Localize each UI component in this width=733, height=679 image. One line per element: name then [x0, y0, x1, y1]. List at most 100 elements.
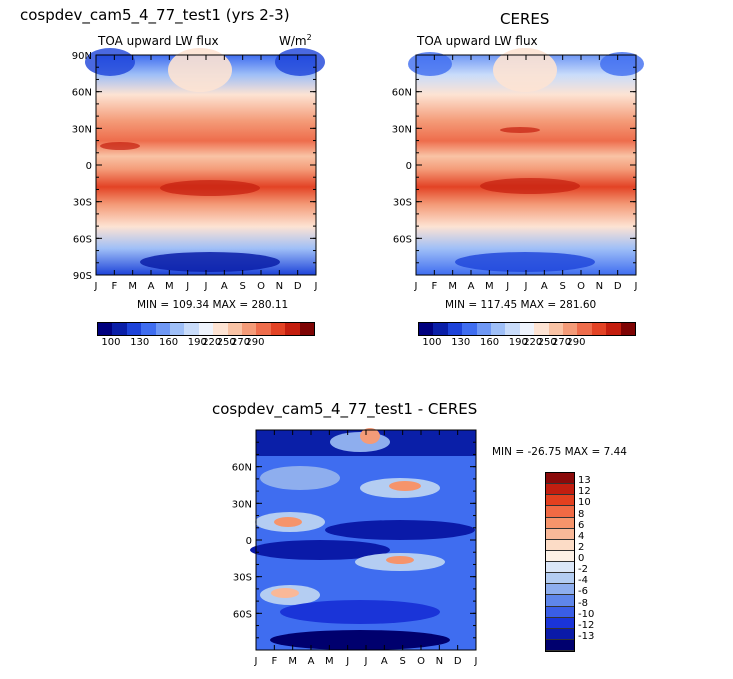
colorbar-swatch [242, 323, 257, 335]
colorbar-label: 270 [552, 337, 572, 348]
colorbar-swatch [476, 323, 492, 335]
colorbar-swatch [256, 323, 271, 335]
y-tick-label: 60N [392, 88, 412, 99]
panel2-subtitle: TOA upward LW flux [417, 34, 538, 48]
panel2-title: CERES [500, 10, 550, 28]
colorbar-swatch [546, 550, 574, 562]
y-tick-label: 60S [233, 609, 252, 620]
colorbar-label: 8 [578, 508, 585, 520]
colorbar-swatch [419, 323, 434, 335]
colorbar-swatch [546, 473, 574, 485]
x-tick-label: M [485, 281, 494, 292]
colorbar-swatch [170, 323, 185, 335]
x-tick-label: D [614, 281, 622, 292]
panel3-colorbar [545, 472, 575, 652]
x-tick-label: A [148, 281, 155, 292]
x-tick-label: J [634, 281, 638, 292]
colorbar-swatch [548, 323, 564, 335]
colorbar-swatch [534, 323, 549, 335]
colorbar-swatch [577, 323, 592, 335]
colorbar-label: 250 [537, 337, 557, 348]
colorbar-label: -4 [578, 575, 588, 587]
panel1-title: cospdev_cam5_4_77_test1 (yrs 2-3) [20, 6, 290, 24]
colorbar-swatch [546, 506, 574, 518]
x-tick-label: F [111, 281, 117, 292]
x-tick-label: J [254, 656, 258, 667]
colorbar-label: 160 [159, 337, 179, 348]
colorbar-swatch [546, 639, 574, 651]
x-tick-label: J [414, 281, 418, 292]
colorbar-swatch [546, 628, 574, 640]
panel2-colorbar [418, 322, 636, 336]
x-tick-label: N [596, 281, 603, 292]
y-tick-label: 60S [73, 234, 92, 245]
x-tick-label: J [364, 656, 368, 667]
colorbar-label: 220 [202, 337, 222, 348]
colorbar-swatch [126, 323, 142, 335]
colorbar-label: 100 [422, 337, 442, 348]
panel1-subtitle: TOA upward LW flux [98, 34, 219, 48]
y-tick-label: 30S [73, 198, 92, 209]
x-tick-label: J [505, 281, 509, 292]
panel2-colorbar-labels: 100 130 160 190 220 250 270 290 [418, 337, 634, 351]
x-tick-label: J [314, 281, 318, 292]
x-tick-label: M [128, 281, 137, 292]
x-tick-label: D [294, 281, 302, 292]
x-tick-label: M [288, 656, 297, 667]
colorbar-swatch [184, 323, 199, 335]
colorbar-swatch [112, 323, 127, 335]
colorbar-label: 290 [245, 337, 265, 348]
y-tick-label: 60N [232, 463, 252, 474]
x-tick-label: J [474, 656, 478, 667]
colorbar-swatch [606, 323, 621, 335]
colorbar-label: -6 [578, 586, 588, 598]
colorbar-swatch [546, 584, 574, 596]
colorbar-label: 4 [578, 530, 585, 542]
x-tick-label: O [577, 281, 585, 292]
y-tick-label: 30S [233, 573, 252, 584]
colorbar-swatch [155, 323, 171, 335]
colorbar-swatch [491, 323, 506, 335]
colorbar-swatch [213, 323, 228, 335]
y-tick-label: 0 [246, 536, 252, 547]
x-tick-label: M [165, 281, 174, 292]
colorbar-swatch [546, 573, 574, 585]
colorbar-label: 250 [216, 337, 236, 348]
colorbar-label: -10 [578, 608, 595, 620]
colorbar-swatch [227, 323, 243, 335]
colorbar-label: -8 [578, 597, 588, 609]
colorbar-swatch [546, 495, 574, 507]
colorbar-swatch [591, 323, 607, 335]
colorbar-label: -13 [578, 630, 595, 642]
colorbar-swatch [447, 323, 463, 335]
x-tick-label: D [454, 656, 462, 667]
colorbar-label: 10 [578, 497, 591, 509]
y-tick-label: 30S [393, 198, 412, 209]
x-tick-label: M [448, 281, 457, 292]
colorbar-label: 130 [451, 337, 471, 348]
colorbar-swatch [519, 323, 535, 335]
colorbar-label: 6 [578, 519, 585, 531]
panel3-colorbar-labels: 13 12 10 8 6 4 2 0 -2 -4 -6 -8 -10 -12 -13 [578, 472, 618, 650]
y-tick-label: 0 [406, 161, 412, 172]
panel3-stats: MIN = -26.75 MAX = 7.44 [492, 446, 627, 458]
colorbar-swatch [198, 323, 214, 335]
colorbar-swatch [546, 484, 574, 496]
x-tick-label: J [204, 281, 208, 292]
colorbar-label: 13 [578, 475, 591, 487]
x-tick-label: A [541, 281, 548, 292]
colorbar-label: 190 [508, 337, 528, 348]
colorbar-label: 130 [130, 337, 150, 348]
x-tick-label: F [271, 656, 277, 667]
y-tick-label: 90N [72, 51, 92, 62]
colorbar-swatch [285, 323, 300, 335]
x-tick-label: O [417, 656, 425, 667]
x-tick-label: S [559, 281, 565, 292]
panel3-title: cospdev_cam5_4_77_test1 - CERES [212, 400, 478, 418]
colorbar-label: 220 [523, 337, 543, 348]
colorbar-label: 0 [578, 553, 585, 564]
y-tick-label: 60S [393, 234, 412, 245]
colorbar-label: 190 [187, 337, 207, 348]
y-tick-label: 0 [86, 161, 92, 172]
